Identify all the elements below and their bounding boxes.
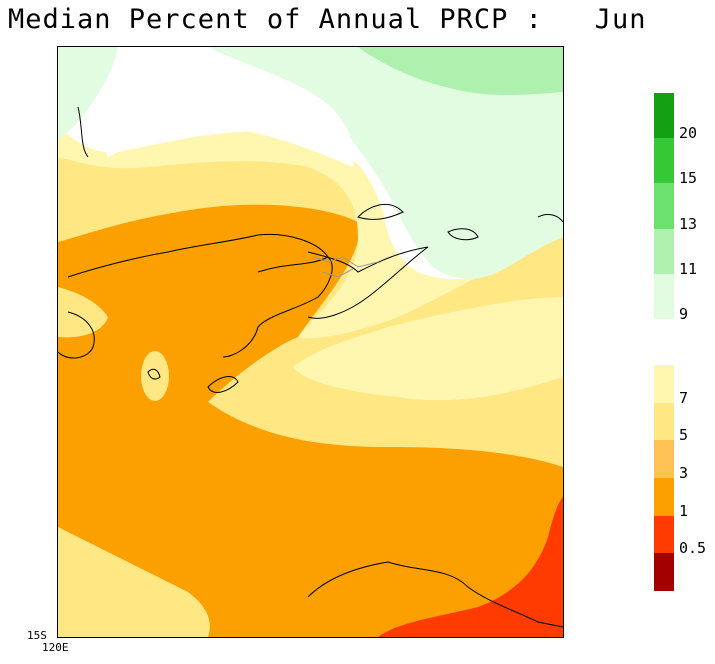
corner-lat-label: 15S — [27, 629, 47, 642]
colorbar-label: 11 — [679, 259, 698, 278]
zone-3-5-sw — [58, 527, 210, 637]
coastlines — [58, 106, 563, 628]
colorbar-upper — [654, 93, 674, 319]
colorbar-label: 15 — [679, 169, 698, 188]
borders — [312, 256, 379, 278]
colorbar-label: 13 — [679, 214, 698, 233]
zone-9-11 — [58, 47, 563, 279]
colorbar-lower — [654, 365, 674, 591]
colorbar-swatch — [654, 553, 674, 591]
zone-11-13 — [358, 47, 563, 96]
colorbar-swatch — [654, 515, 674, 554]
colorbar-label: 1 — [679, 501, 689, 520]
zone-3-5-oval — [141, 351, 169, 401]
colorbar-swatch — [654, 228, 674, 274]
colorbar-swatch — [654, 138, 674, 184]
colorbar-label: 5 — [679, 426, 689, 445]
zone-0.5-1 — [378, 497, 563, 637]
colorbar-swatch — [654, 440, 674, 478]
colorbar-swatch — [654, 365, 674, 403]
colorbar-label: 9 — [679, 305, 689, 323]
colorbar-label: 20 — [679, 124, 698, 143]
map-panel — [57, 46, 564, 638]
precip-map — [58, 47, 563, 637]
colorbar-swatch — [654, 402, 674, 441]
colorbar-swatch — [654, 478, 674, 516]
colorbar-label: 3 — [679, 464, 689, 482]
colorbar-label: 0.5 — [679, 539, 707, 558]
zone-5-7-east — [293, 297, 563, 401]
colorbar-swatch — [654, 273, 674, 319]
corner-lon-label: 120E — [42, 641, 69, 654]
zone-white-mid — [104, 47, 355, 167]
colorbar-swatch — [654, 183, 674, 229]
map-title: Median Percent of Annual PRCP : Jun — [8, 4, 647, 35]
zone-9-11-nw — [58, 47, 118, 139]
colorbar-swatch — [654, 93, 674, 139]
zone-3-5-w — [58, 287, 108, 338]
colorbar-label: 7 — [679, 388, 689, 407]
